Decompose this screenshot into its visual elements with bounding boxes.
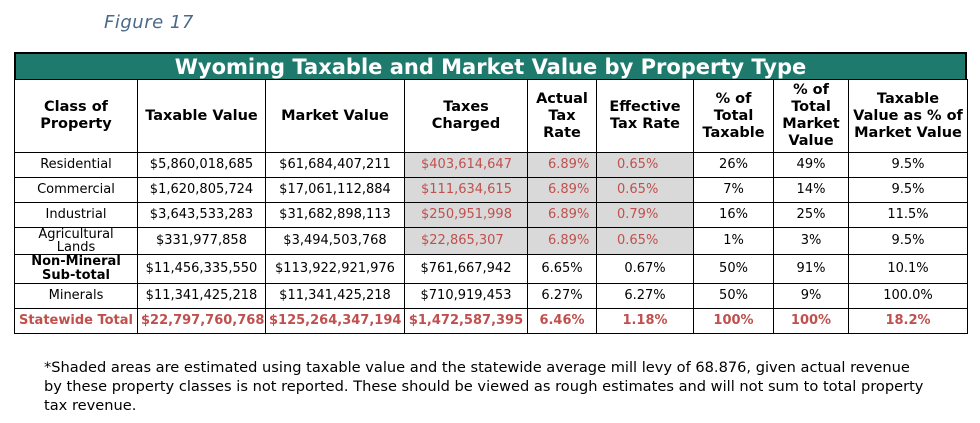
cell-pct-market: 9% xyxy=(773,283,849,309)
table-row: Minerals $11,341,425,218 $11,341,425,218… xyxy=(14,283,968,309)
cell-actual-rate: 6.89% xyxy=(527,152,597,178)
cell-taxes: $111,634,615 xyxy=(404,177,528,203)
cell-taxes: $250,951,998 xyxy=(404,202,528,228)
footnote: *Shaded areas are estimated using taxabl… xyxy=(44,359,924,414)
cell-pct-market: 91% xyxy=(773,254,849,284)
figure-caption: Figure 17 xyxy=(104,12,194,33)
cell-market: $61,684,407,211 xyxy=(265,152,405,178)
cell-ratio: 18.2% xyxy=(848,308,968,334)
cell-effective-rate: 0.65% xyxy=(596,152,694,178)
cell-actual-rate: 6.65% xyxy=(527,254,597,284)
cell-class: Agricultural Lands xyxy=(14,227,138,255)
cell-taxable: $11,456,335,550 xyxy=(137,254,266,284)
cell-market: $125,264,347,194 xyxy=(265,308,405,334)
table-row: Agricultural Lands $331,977,858 $3,494,5… xyxy=(14,227,968,255)
cell-pct-taxable: 26% xyxy=(693,152,774,178)
cell-pct-market: 3% xyxy=(773,227,849,255)
table-row: Residential $5,860,018,685 $61,684,407,2… xyxy=(14,152,968,178)
cell-ratio: 10.1% xyxy=(848,254,968,284)
header-market-value: Market Value xyxy=(265,79,405,153)
cell-pct-market: 100% xyxy=(773,308,849,334)
cell-effective-rate: 6.27% xyxy=(596,283,694,309)
header-effective-rate: Effective Tax Rate xyxy=(596,79,694,153)
header-ratio: Taxable Value as % of Market Value xyxy=(848,79,968,153)
cell-market: $113,922,921,976 xyxy=(265,254,405,284)
cell-effective-rate: 0.65% xyxy=(596,177,694,203)
table-row: Commercial $1,620,805,724 $17,061,112,88… xyxy=(14,177,968,203)
cell-actual-rate: 6.89% xyxy=(527,202,597,228)
cell-taxes: $403,614,647 xyxy=(404,152,528,178)
header-class: Class of Property xyxy=(14,79,138,153)
cell-actual-rate: 6.46% xyxy=(527,308,597,334)
cell-effective-rate: 0.65% xyxy=(596,227,694,255)
header-taxable-value: Taxable Value xyxy=(137,79,266,153)
cell-taxable: $1,620,805,724 xyxy=(137,177,266,203)
cell-market: $31,682,898,113 xyxy=(265,202,405,228)
cell-actual-rate: 6.89% xyxy=(527,227,597,255)
cell-ratio: 100.0% xyxy=(848,283,968,309)
cell-actual-rate: 6.27% xyxy=(527,283,597,309)
cell-ratio: 9.5% xyxy=(848,227,968,255)
cell-taxable: $331,977,858 xyxy=(137,227,266,255)
table-row-total: Statewide Total $22,797,760,768 $125,264… xyxy=(14,308,968,334)
cell-ratio: 9.5% xyxy=(848,152,968,178)
table-row: Industrial $3,643,533,283 $31,682,898,11… xyxy=(14,202,968,228)
header-taxes-charged: Taxes Charged xyxy=(404,79,528,153)
table-title: Wyoming Taxable and Market Value by Prop… xyxy=(14,52,967,79)
cell-pct-taxable: 7% xyxy=(693,177,774,203)
cell-effective-rate: 0.79% xyxy=(596,202,694,228)
property-value-table: Class of Property Taxable Value Market V… xyxy=(14,79,968,334)
cell-class: Statewide Total xyxy=(14,308,138,334)
table-row-subtotal: Non-Mineral Sub-total $11,456,335,550 $1… xyxy=(14,254,968,284)
cell-taxes: $22,865,307 xyxy=(404,227,528,255)
cell-class: Industrial xyxy=(14,202,138,228)
cell-taxes: $761,667,942 xyxy=(404,254,528,284)
cell-pct-taxable: 100% xyxy=(693,308,774,334)
cell-class: Commercial xyxy=(14,177,138,203)
header-pct-taxable: % of Total Taxable xyxy=(693,79,774,153)
cell-market: $11,341,425,218 xyxy=(265,283,405,309)
cell-taxes: $1,472,587,395 xyxy=(404,308,528,334)
cell-pct-taxable: 50% xyxy=(693,254,774,284)
cell-pct-taxable: 1% xyxy=(693,227,774,255)
cell-taxes: $710,919,453 xyxy=(404,283,528,309)
property-table-container: Wyoming Taxable and Market Value by Prop… xyxy=(14,52,968,334)
cell-taxable: $11,341,425,218 xyxy=(137,283,266,309)
cell-actual-rate: 6.89% xyxy=(527,177,597,203)
cell-taxable: $22,797,760,768 xyxy=(137,308,266,334)
cell-taxable: $3,643,533,283 xyxy=(137,202,266,228)
cell-effective-rate: 1.18% xyxy=(596,308,694,334)
header-row: Class of Property Taxable Value Market V… xyxy=(14,79,968,153)
cell-class: Non-Mineral Sub-total xyxy=(14,254,138,284)
cell-market: $3,494,503,768 xyxy=(265,227,405,255)
cell-taxable: $5,860,018,685 xyxy=(137,152,266,178)
header-actual-rate: Actual Tax Rate xyxy=(527,79,597,153)
cell-pct-taxable: 50% xyxy=(693,283,774,309)
cell-class: Residential xyxy=(14,152,138,178)
cell-pct-taxable: 16% xyxy=(693,202,774,228)
cell-pct-market: 14% xyxy=(773,177,849,203)
header-pct-market: % of Total Market Value xyxy=(773,79,849,153)
cell-ratio: 11.5% xyxy=(848,202,968,228)
cell-ratio: 9.5% xyxy=(848,177,968,203)
cell-effective-rate: 0.67% xyxy=(596,254,694,284)
cell-pct-market: 49% xyxy=(773,152,849,178)
cell-market: $17,061,112,884 xyxy=(265,177,405,203)
cell-pct-market: 25% xyxy=(773,202,849,228)
cell-class: Minerals xyxy=(14,283,138,309)
